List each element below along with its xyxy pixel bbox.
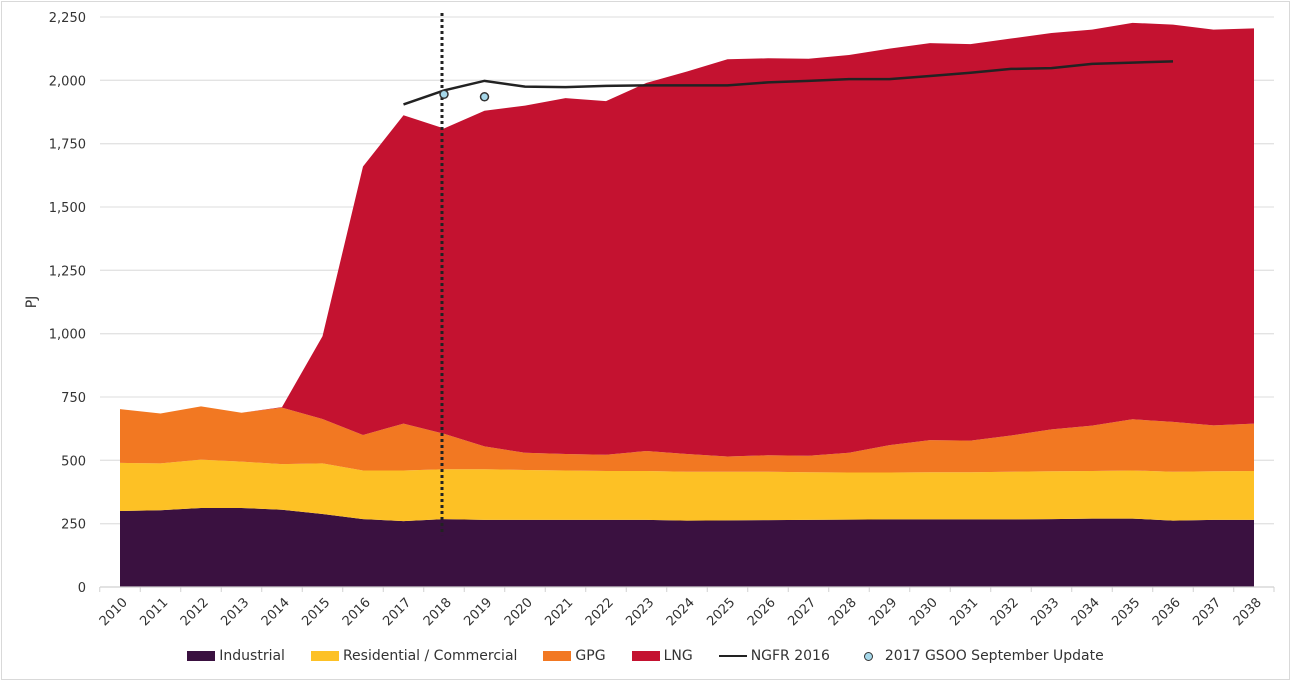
legend-swatch — [543, 651, 572, 661]
x-tick-label: 2015 — [299, 595, 333, 629]
x-tick-label: 2019 — [461, 595, 495, 629]
x-tick-label: 2023 — [623, 595, 657, 629]
y-tick-label: 1,250 — [49, 264, 86, 279]
legend-swatch — [310, 651, 339, 661]
x-tick-label: 2035 — [1109, 595, 1143, 629]
area-gpg — [120, 406, 1254, 473]
x-tick-label: 2025 — [704, 595, 738, 629]
legend-label: NGFR 2016 — [750, 648, 830, 664]
x-tick-label: 2018 — [421, 595, 455, 629]
y-tick-label: 1,000 — [49, 328, 86, 343]
x-tick-label: 2013 — [218, 595, 252, 629]
y-tick-label: 1,750 — [49, 138, 86, 153]
area-industrial — [120, 507, 1254, 587]
x-tick-label: 2010 — [97, 595, 131, 629]
x-tick-label: 2012 — [178, 595, 212, 629]
gsoo-point — [439, 89, 449, 100]
legend-label: LNG — [663, 648, 693, 664]
gsoo-point — [479, 92, 490, 102]
y-tick-label: 500 — [61, 454, 86, 469]
legend-label: Industrial — [219, 648, 285, 664]
legend-swatch — [187, 651, 216, 661]
legend-item-gpg: GPG — [543, 648, 606, 664]
area-residential-commercial — [120, 459, 1254, 522]
y-tick-label: 1,500 — [49, 201, 86, 216]
y-tick-label: 2,000 — [49, 74, 86, 89]
x-tick-label: 2011 — [137, 595, 171, 629]
area-lng — [120, 22, 1254, 457]
line-ngfr-2016 — [403, 60, 1174, 106]
x-tick-label: 2014 — [259, 595, 293, 629]
legend-label: Residential / Commercial — [342, 648, 518, 664]
x-tick-label: 2027 — [785, 595, 819, 629]
x-tick-label: 2037 — [1190, 595, 1224, 629]
legend-item-gsoo: 2017 GSOO September Update — [856, 648, 1104, 664]
legend-line-swatch — [718, 655, 747, 657]
x-tick-label: 2017 — [380, 595, 414, 629]
x-tick-label: 2020 — [502, 595, 536, 629]
y-tick-label: 250 — [61, 518, 86, 533]
x-tick-label: 2033 — [1028, 595, 1062, 629]
legend-item-ngfr-2016: NGFR 2016 — [718, 648, 830, 664]
x-tick-label: 2026 — [745, 595, 779, 629]
legend-item-lng: LNG — [631, 648, 693, 664]
legend: Industrial Residential / Commercial GPG LNG… — [0, 648, 1291, 664]
x-tick-label: 2016 — [340, 595, 374, 629]
x-tick-label: 2030 — [907, 595, 941, 629]
x-tick-label: 2024 — [664, 595, 698, 629]
y-tick-label: 2,250 — [49, 11, 86, 26]
y-tick-label: 750 — [61, 391, 86, 406]
legend-swatch — [631, 651, 660, 661]
x-tick-label: 2036 — [1150, 595, 1184, 629]
x-tick-label: 2038 — [1231, 595, 1265, 629]
legend-item-industrial: Industrial — [187, 648, 285, 664]
x-tick-label: 2029 — [866, 595, 900, 629]
x-tick-label: 2021 — [542, 595, 576, 629]
x-tick-label: 2031 — [947, 595, 981, 629]
x-tick-label: 2034 — [1069, 595, 1103, 629]
legend-marker-swatch — [863, 651, 873, 661]
legend-item-residential-commercial: Residential / Commercial — [310, 648, 518, 664]
y-tick-label: 0 — [78, 581, 86, 596]
x-tick-label: 2032 — [988, 595, 1022, 629]
legend-label: 2017 GSOO September Update — [884, 648, 1104, 664]
x-tick-label: 2028 — [826, 595, 860, 629]
legend-label: GPG — [575, 648, 606, 664]
x-tick-label: 2022 — [583, 595, 617, 629]
y-axis-label: PJ — [24, 296, 40, 309]
